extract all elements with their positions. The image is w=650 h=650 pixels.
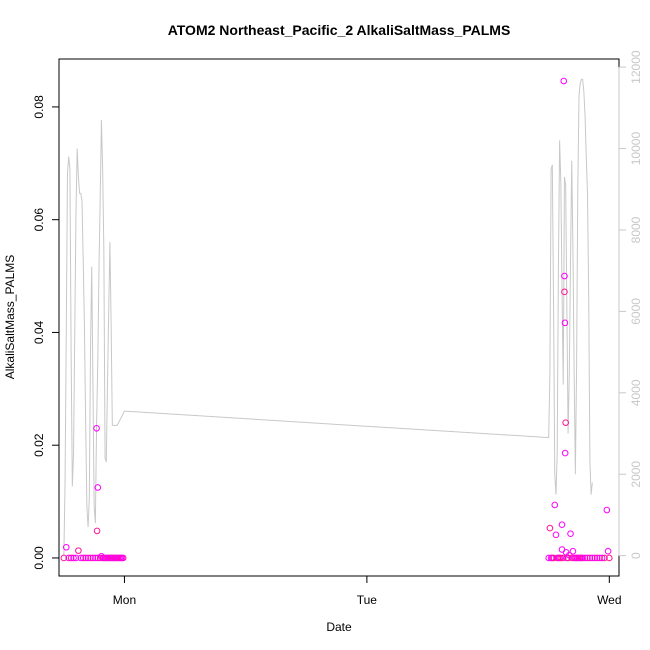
secondary-y-tick-label: 0 [629,552,643,559]
data-point [79,554,87,562]
data-point [93,527,101,535]
data-point [84,554,92,562]
secondary-y-tick-label: 12000 [629,50,643,84]
data-point [561,319,569,327]
point-series [60,77,613,562]
data-point [62,543,70,551]
data-point [559,554,567,562]
data-point [561,272,568,280]
y-tick-label: 0.00 [32,546,46,570]
data-point [65,554,72,562]
x-tick-label: Tue [357,593,378,607]
data-point [94,484,102,491]
x-axis-label: Date [326,620,352,634]
data-point [92,554,99,562]
data-point [546,524,554,532]
data-point [551,501,559,509]
y-tick-label: 0.08 [32,95,46,119]
data-point [591,554,599,562]
data-point [569,547,577,555]
data-point [589,554,596,562]
secondary-y-tick-label: 6000 [629,298,643,325]
data-point [75,547,82,554]
secondary-y-axis: 0 2000 4000 6000 8000 10000 12000 [618,50,643,559]
secondary-y-tick-label: 8000 [629,216,643,243]
data-point [579,554,586,562]
x-tick-label: Wed [597,593,621,607]
data-point [567,530,574,538]
secondary-y-tick-label: 10000 [629,132,643,166]
data-point [596,554,603,562]
data-point [77,554,85,562]
chart-title: ATOM2 Northeast_Pacific_2 AlkaliSaltMass… [168,22,511,38]
data-point [561,288,568,296]
data-point [581,554,589,562]
plot-frame [58,58,620,577]
data-point [93,424,100,432]
data-point [67,554,75,562]
y-axis-label: AlkaliSaltMass_PALMS [3,255,17,380]
data-point [606,554,613,562]
data-point [603,506,611,514]
data-point [604,547,612,555]
data-point [119,554,127,562]
data-point [70,554,77,562]
data-point [562,419,569,426]
data-point [558,521,566,528]
y-tick-label: 0.02 [32,433,46,457]
series-line [63,78,593,556]
data-point [601,554,608,562]
y-tick-label: 0.04 [32,320,46,344]
data-point [586,554,594,562]
x-tick-label: Mon [113,593,136,607]
data-point [598,554,606,562]
y-axis: 0.00 0.02 0.04 0.06 0.08 [32,95,60,570]
secondary-y-tick-label: 2000 [629,461,643,488]
data-point [82,554,89,562]
x-axis: Mon Tue Wed [113,575,622,607]
line-series [63,78,593,556]
data-point [552,531,560,539]
data-point [593,554,601,562]
y-tick-label: 0.06 [32,208,46,232]
secondary-y-tick-label: 4000 [629,379,643,406]
data-point [584,554,591,562]
data-point [561,449,569,457]
data-point [60,554,68,562]
data-point [545,554,553,562]
data-point [72,554,80,562]
data-point [560,77,568,85]
data-point [89,554,97,562]
data-point [87,554,94,562]
